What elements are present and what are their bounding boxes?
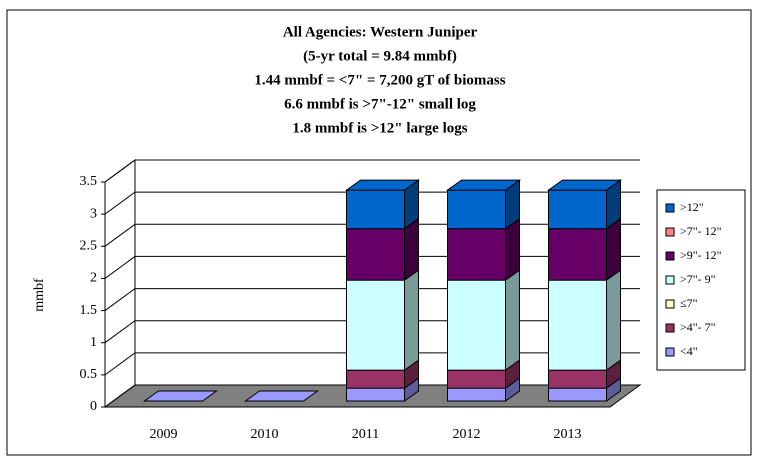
x-tick-label: 2012 (453, 427, 481, 442)
chart-title: 6.6 mmbf is >7"-12" small log (284, 96, 476, 112)
bar-segment (548, 189, 607, 230)
side-wall (104, 159, 136, 408)
bar-top (142, 390, 219, 402)
y-tick-label: 3.5 (80, 174, 98, 189)
grid-line (104, 159, 136, 183)
bar-segment (447, 369, 506, 389)
chart-title: 1.44 mmbf = <7" = 7,200 gT of biomass (254, 72, 505, 88)
bar-segment (346, 228, 405, 281)
legend-label: >12" (680, 200, 704, 214)
bar-segment (346, 279, 405, 371)
grid-line (104, 352, 136, 376)
bar-segment-side (606, 269, 621, 372)
legend-swatch (665, 299, 675, 309)
grid-line (104, 256, 136, 279)
bar-segment (447, 189, 506, 230)
bar-segment (548, 279, 607, 371)
bar-segment (346, 387, 405, 402)
bar-segment-side (505, 269, 520, 372)
bar-segment (548, 228, 607, 281)
bar-segment (346, 189, 405, 230)
y-axis-label: mmbf (32, 278, 47, 312)
bar-top (344, 179, 421, 191)
y-tick-label: 1.5 (80, 303, 98, 318)
legend-label: >7"- 9" (680, 272, 716, 286)
bar-top (243, 390, 320, 402)
grid-line (104, 320, 136, 344)
x-tick-label: 2011 (352, 427, 379, 442)
legend-label: >4"- 7" (680, 320, 716, 334)
legend-swatch (665, 275, 675, 285)
bar-top (546, 179, 623, 191)
y-tick-label: 0.5 (80, 367, 98, 382)
chart-title: 1.8 mmbf is >12" large logs (292, 120, 467, 136)
bar-segment-side (404, 217, 419, 282)
bar-segment (548, 387, 607, 402)
legend-label: >9"- 12" (680, 248, 722, 262)
legend-swatch (665, 203, 675, 213)
bar-segment (447, 228, 506, 281)
bar-segment (447, 279, 506, 371)
legend-swatch (665, 347, 675, 357)
bar-segment (346, 369, 405, 389)
legend-swatch (665, 227, 675, 237)
bar-segment (548, 369, 607, 389)
grid-line (104, 223, 136, 247)
chart-title: All Agencies: Western Juniper (283, 24, 478, 40)
chart-title: (5-yr total = 9.84 mmbf) (303, 48, 457, 64)
legend-label: >7"- 12" (680, 224, 722, 238)
legend-label: <4" (680, 344, 698, 358)
y-tick-label: 2.5 (80, 239, 98, 254)
y-tick-label: 0 (90, 399, 97, 414)
bar-segment (447, 387, 506, 402)
y-tick-label: 3 (90, 206, 97, 221)
x-tick-label: 2013 (554, 427, 582, 442)
y-tick-label: 1 (90, 335, 97, 350)
grid-line (104, 288, 136, 311)
grid-line (104, 384, 136, 408)
bar-segment-side (606, 217, 621, 282)
bar-segment-side (404, 269, 419, 372)
legend-swatch (665, 323, 675, 333)
bar-top (445, 179, 522, 191)
grid-line (104, 191, 136, 215)
x-tick-label: 2009 (150, 427, 178, 442)
bar-segment-side (505, 217, 520, 282)
legend-label: ≤7" (680, 296, 698, 310)
legend-swatch (665, 251, 675, 261)
x-tick-label: 2010 (251, 427, 279, 442)
y-tick-label: 2 (90, 271, 97, 286)
